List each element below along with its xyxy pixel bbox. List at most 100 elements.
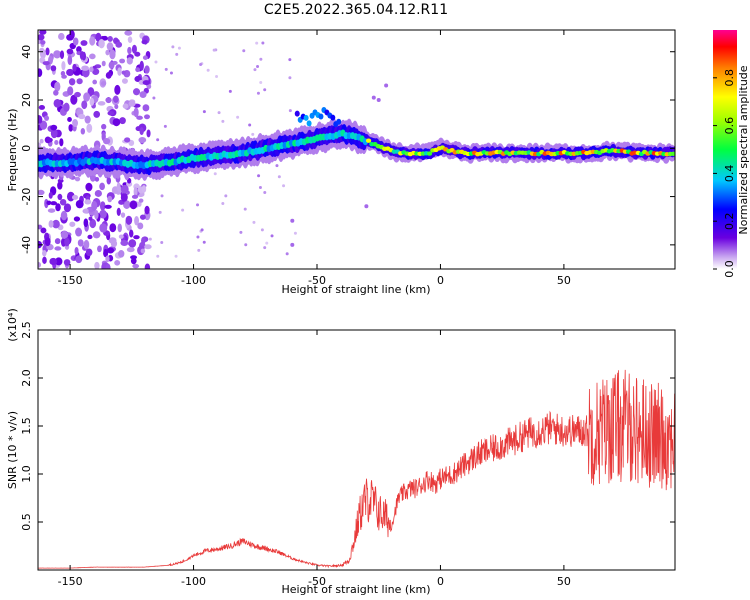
heatmap-cell <box>42 256 47 264</box>
heatmap-cell <box>263 88 267 92</box>
heatmap-cell <box>293 231 297 235</box>
heatmap-cell <box>70 94 78 105</box>
heatmap-cell <box>79 51 85 60</box>
heatmap-cell <box>135 67 141 73</box>
heatmap-cell <box>38 115 43 124</box>
heatmap-cell <box>99 182 105 191</box>
snr-x-ticks: -150 -100 -50 0 50 <box>58 330 571 588</box>
spectrogram-x-tick-label: -50 <box>308 274 326 287</box>
heatmap-cell <box>224 194 228 198</box>
heatmap-cell <box>44 237 51 247</box>
heatmap-cell <box>39 138 44 144</box>
heatmap-cell <box>270 234 274 238</box>
heatmap-cell <box>94 176 100 182</box>
heatmap-cell <box>146 84 152 89</box>
heatmap-cell <box>282 184 286 188</box>
colorbar-tick-label: 0.2 <box>723 212 736 230</box>
heatmap-cell <box>139 60 144 71</box>
snr-y-tick-label: 2.5 <box>20 321 33 339</box>
heatmap-cell <box>40 40 46 45</box>
heatmap-cell <box>294 110 300 117</box>
heatmap-cell <box>75 255 83 264</box>
heatmap-cell <box>104 204 112 209</box>
spectrogram-y-tick-label: -40 <box>20 236 33 254</box>
heatmap-cell <box>75 227 83 237</box>
heatmap-cell <box>256 91 260 95</box>
heatmap-cell <box>59 50 65 60</box>
page-title: C2E5.2022.365.04.12.R11 <box>264 2 448 18</box>
spectrogram-y-axis-label: Frequency (Hz) <box>6 109 19 192</box>
snr-x-tick-label: -150 <box>58 575 83 588</box>
heatmap-cell <box>105 49 110 56</box>
heatmap-cell <box>171 45 175 49</box>
snr-y-tick-label: 2.0 <box>20 369 33 387</box>
heatmap-cell <box>136 115 143 120</box>
heatmap-cell <box>124 137 131 143</box>
heatmap-cell <box>134 216 140 226</box>
heatmap-cell <box>98 38 105 49</box>
heatmap-cell <box>306 120 312 127</box>
heatmap-cell <box>40 227 47 234</box>
spectrogram-x-axis-label: Height of straight line (km) <box>281 283 430 296</box>
heatmap-cell <box>129 200 138 210</box>
heatmap-cell <box>101 123 107 130</box>
heatmap-cell <box>196 235 200 239</box>
heatmap-cell <box>133 186 138 197</box>
heatmap-cell <box>248 123 252 127</box>
heatmap-cell <box>113 95 119 103</box>
spectrogram-x-tick-label: 50 <box>557 274 571 287</box>
heatmap-cell <box>144 205 150 215</box>
snr-y-tick-label: 0.5 <box>20 513 33 531</box>
heatmap-cell <box>89 218 97 229</box>
heatmap-cell <box>78 113 86 120</box>
colorbar-tick-label: 0.0 <box>723 260 736 278</box>
heatmap-cell <box>144 244 152 250</box>
heatmap-cell <box>174 254 178 258</box>
heatmap-cell <box>58 32 65 41</box>
heatmap-cell <box>128 100 136 107</box>
snr-panel: -150 -100 -50 0 50 0.5 1.0 1.5 2.0 2.5 Height of… <box>6 308 676 596</box>
spectrogram-x-tick-label: 0 <box>437 274 444 287</box>
heatmap-cell <box>252 220 256 224</box>
heatmap-cell <box>263 191 267 195</box>
spectrogram-y-ticks: -40 -20 0 20 40 <box>20 45 675 254</box>
heatmap-cell <box>134 75 142 82</box>
colorbar-tick-label: 0.6 <box>723 117 736 135</box>
heatmap-cell <box>196 203 200 207</box>
heatmap-cell <box>93 110 101 118</box>
heatmap-cell <box>384 83 389 88</box>
heatmap-cell <box>46 200 52 206</box>
heatmap-cell <box>243 207 247 211</box>
heatmap-cell <box>84 199 92 205</box>
heatmap-cell <box>94 209 99 220</box>
colorbar-label: Normalized spectral amplitude <box>737 65 750 234</box>
heatmap-cell <box>97 245 102 253</box>
heatmap-cell <box>197 248 201 252</box>
heatmap-cell <box>212 48 216 52</box>
heatmap-cell <box>106 176 112 185</box>
heatmap-cell <box>364 204 369 209</box>
heatmap-cell <box>63 203 72 213</box>
heatmap-cell <box>38 262 42 268</box>
heatmap-cell <box>94 261 100 269</box>
spectrogram-y-tick-label: -20 <box>20 188 33 206</box>
heatmap-cell <box>39 120 48 130</box>
heatmap-cell <box>103 137 111 145</box>
heatmap-cell <box>285 252 289 256</box>
heatmap-cell <box>376 98 381 103</box>
snr-y-tick-label: 1.0 <box>20 465 33 483</box>
heatmap-cell <box>126 57 133 65</box>
heatmap-cell <box>175 52 179 56</box>
heatmap-cell <box>128 139 135 147</box>
heatmap-cell <box>221 119 225 123</box>
heatmap-cell <box>124 30 133 36</box>
heatmap-cell <box>74 247 79 255</box>
heatmap-cell <box>118 234 124 239</box>
heatmap-cell <box>123 200 131 209</box>
heatmap-cell <box>260 228 264 232</box>
heatmap-cell <box>114 260 121 266</box>
heatmap-cell <box>75 199 84 209</box>
spectrogram-x-tick-label: -150 <box>58 274 83 287</box>
heatmap-cell <box>80 128 86 135</box>
heatmap-cell <box>72 37 79 46</box>
